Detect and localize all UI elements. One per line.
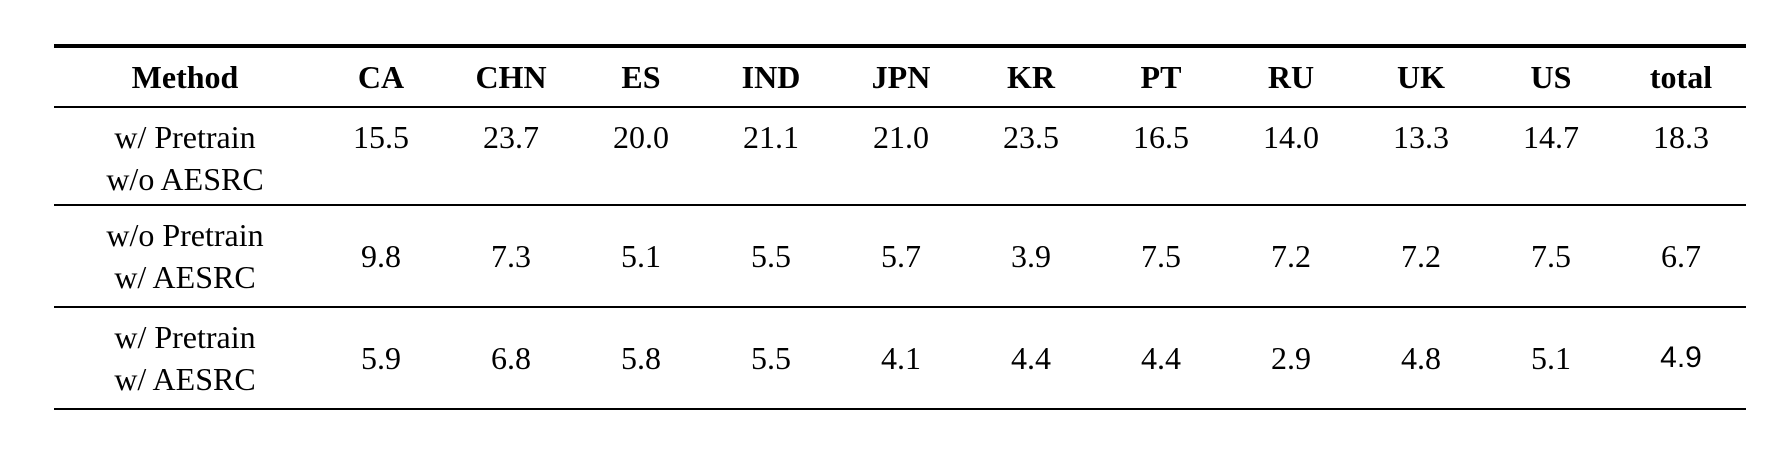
value-cell-total: 4.9 [1660,341,1702,374]
header-method: Method [131,58,239,95]
value-cell-ind: 21.1 [743,119,799,155]
value-cell-ru: 2.9 [1271,340,1311,376]
value-cell-jpn: 5.7 [881,238,921,274]
header-chn: CHN [475,58,547,95]
header-jpn: JPN [871,58,931,95]
header-ru: RU [1267,58,1315,95]
value-cell-kr: 23.5 [1003,119,1059,155]
value-cell-ind: 5.5 [751,238,791,274]
value-cell-ru: 7.2 [1271,238,1311,274]
header-ind: IND [741,58,801,95]
value-cell-jpn: 4.1 [881,340,921,376]
value-cell-kr: 4.4 [1011,340,1051,376]
value-cell-ind: 5.5 [751,340,791,376]
value-cell-ru: 14.0 [1263,119,1319,155]
value-cell-us: 7.5 [1531,238,1571,274]
value-cell-pt: 16.5 [1133,119,1189,155]
method-line-2: w/ AESRC [114,259,256,295]
method-line-1: w/ Pretrain [114,319,256,355]
table-header-row: Method CA CHN ES IND JPN KR PT RU UK US … [54,46,1746,107]
value-cell-pt: 7.5 [1141,238,1181,274]
value-cell-chn: 23.7 [483,119,539,155]
header-ca: CA [357,58,405,95]
value-cell-chn: 7.3 [491,238,531,274]
value-cell-pt: 4.4 [1141,340,1181,376]
method-cell: w/o Pretrain w/ AESRC [54,205,316,307]
header-total: total [1649,58,1713,95]
value-cell-ca: 15.5 [353,119,409,155]
value-cell-uk: 4.8 [1401,340,1441,376]
value-cell-es: 20.0 [613,119,669,155]
value-cell-jpn: 21.0 [873,119,929,155]
header-pt: PT [1140,58,1182,95]
value-cell-total: 18.3 [1653,119,1709,155]
method-line-1: w/ Pretrain [114,119,256,155]
header-uk: UK [1397,58,1445,95]
results-table: Method CA CHN ES IND JPN KR PT RU UK US … [54,44,1746,410]
results-table-container: Method CA CHN ES IND JPN KR PT RU UK US … [54,44,1746,410]
value-cell-es: 5.8 [621,340,661,376]
value-cell-kr: 3.9 [1011,238,1051,274]
table-row: w/o Pretrain w/ AESRC 9.8 7.3 5.1 5.5 5.… [54,205,1746,307]
method-line-2: w/o AESRC [106,161,264,197]
method-cell: w/ Pretrain w/o AESRC [54,107,316,205]
method-line-2: w/ AESRC [114,361,256,397]
value-cell-ca: 5.9 [361,340,401,376]
table-row: w/ Pretrain w/ AESRC 5.9 6.8 5.8 5.5 4.1… [54,307,1746,409]
method-line-1: w/o Pretrain [106,217,264,253]
value-cell-es: 5.1 [621,238,661,274]
value-cell-us: 14.7 [1523,119,1579,155]
header-kr: KR [1007,58,1055,95]
value-cell-uk: 13.3 [1393,119,1449,155]
value-cell-total: 6.7 [1661,238,1701,274]
value-cell-us: 5.1 [1531,340,1571,376]
value-cell-chn: 6.8 [491,340,531,376]
header-us: US [1530,58,1572,95]
value-cell-uk: 7.2 [1401,238,1441,274]
method-cell: w/ Pretrain w/ AESRC [54,307,316,409]
header-es: ES [621,58,661,95]
table-row: w/ Pretrain w/o AESRC 15.5 23.7 20.0 21.… [54,107,1746,205]
value-cell-ca: 9.8 [361,238,401,274]
